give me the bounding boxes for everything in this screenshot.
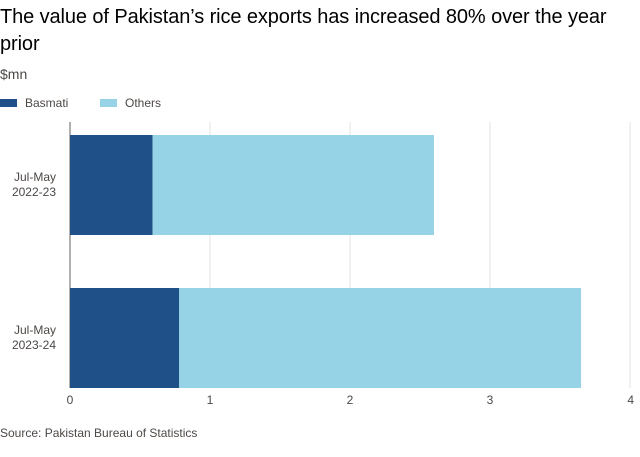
bar-others-0 (152, 135, 434, 235)
legend-swatch-others (100, 99, 117, 107)
legend-label-others: Others (125, 96, 162, 110)
chart-subtitle: $mn (0, 66, 28, 82)
x-tick-label: 1 (207, 393, 214, 407)
legend-label-basmati: Basmati (25, 96, 69, 110)
legend-swatch-basmati (0, 99, 17, 107)
bar-basmati-1 (70, 288, 180, 388)
bar-basmati-0 (70, 135, 153, 235)
category-label-line: 2023-24 (12, 338, 56, 352)
category-label: Jul-May 2023-24 (12, 323, 56, 352)
source-note: Source: Pakistan Bureau of Statistics (0, 426, 198, 440)
category-label: Jul-May 2022-23 (12, 170, 56, 199)
category-label-line: Jul-May (14, 170, 56, 184)
category-label-line: 2022-23 (12, 185, 56, 199)
chart-title: The value of Pakistan’s rice exports has… (0, 6, 607, 55)
x-tick-label: 0 (67, 393, 74, 407)
x-tick-label: 4 (627, 393, 634, 407)
x-tick-label: 2 (347, 393, 354, 407)
category-label-line: Jul-May (14, 323, 56, 337)
x-tick-label: 3 (487, 393, 494, 407)
legend-item-basmati: Basmati (0, 96, 68, 110)
legend-item-others: Others (100, 96, 161, 110)
bar-others-1 (179, 288, 581, 388)
